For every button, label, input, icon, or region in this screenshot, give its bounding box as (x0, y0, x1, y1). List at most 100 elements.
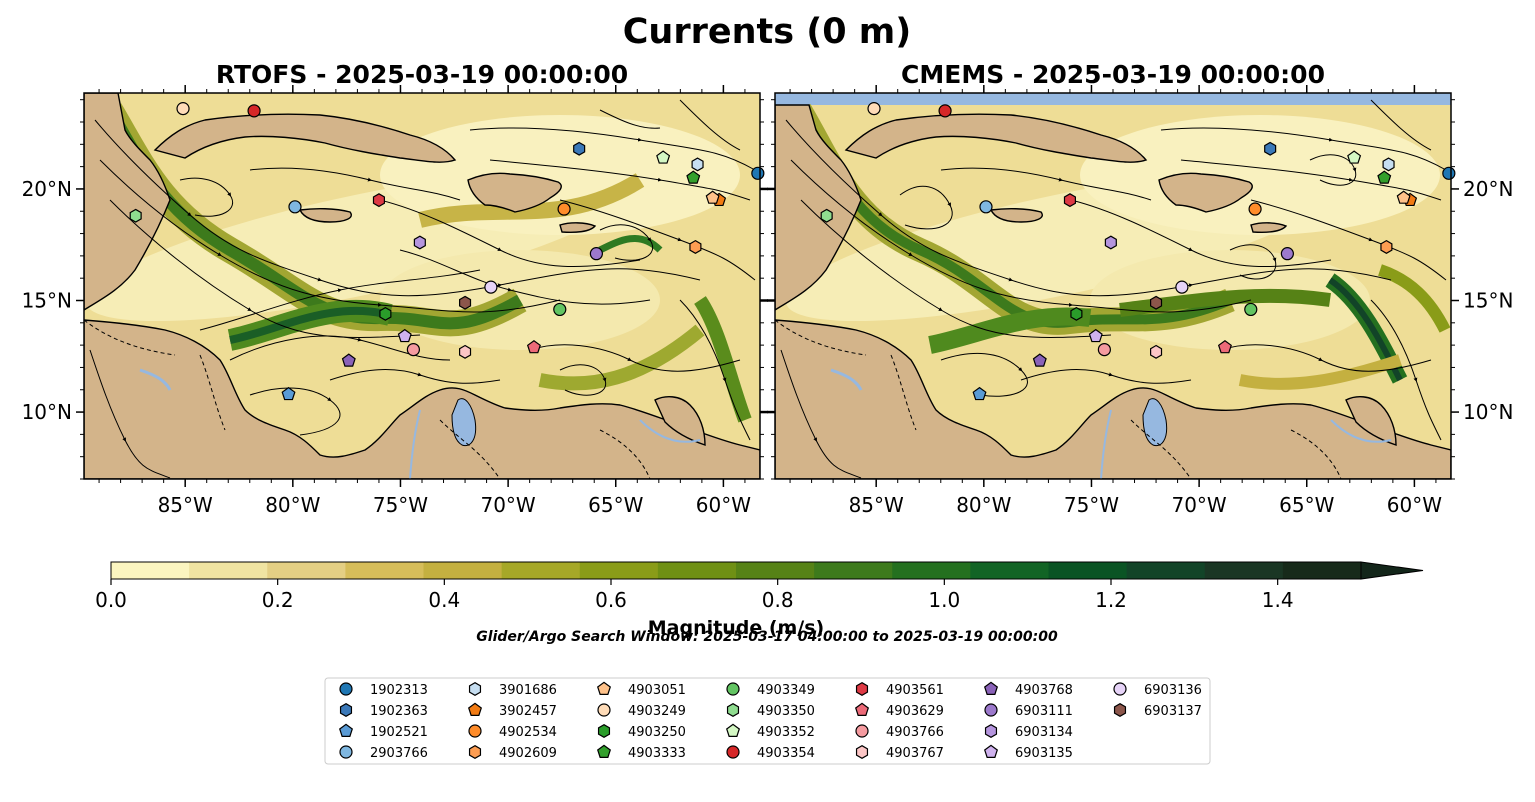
float-6903134 (413, 235, 426, 250)
legend: 1902313 1902363 1902521 2903766 3901686 39024… (324, 677, 1211, 765)
float-markers-cmems (820, 102, 1456, 401)
legend-label: 6903134 (1015, 725, 1073, 740)
legend-item: 4903250 (597, 724, 686, 740)
legend-label: 6903137 (1144, 704, 1202, 719)
legend-label: 1902521 (370, 725, 428, 740)
colorbar-segment (267, 562, 346, 579)
float-6903137 (459, 295, 472, 310)
colorbar-label: Magnitude (m/s) (648, 617, 825, 639)
lakes (830, 368, 1392, 479)
float-4903561 (372, 193, 385, 208)
colorbar-tick-label: 0.0 (95, 588, 127, 612)
colorbar-ticks: 0.0 0.2 0.4 0.6 0.8 1.0 1.2 1.4 (95, 579, 1294, 612)
legend-frame (324, 677, 1211, 765)
float-4903767 (1149, 344, 1163, 359)
legend-marker-4902534 (468, 724, 482, 738)
legend-item: 4903333 (597, 744, 686, 761)
float-2903766 (288, 200, 302, 214)
float-1902363 (1264, 141, 1277, 156)
legend-marker-1902313 (339, 682, 353, 696)
colorbar-tick-label: 0.2 (262, 588, 294, 612)
colorbar-segment (189, 562, 268, 579)
float-6903135 (1088, 328, 1103, 343)
legend-marker-4903350 (726, 703, 740, 717)
legend-item: 4903349 (726, 682, 815, 698)
legend-marker-1902363 (339, 703, 353, 717)
land-masses (775, 104, 1451, 479)
legend-item: 1902521 (339, 723, 428, 740)
legend-label: 4902534 (499, 725, 557, 740)
float-4903349 (553, 302, 567, 317)
colorbar-tick-label: 1.0 (928, 588, 960, 612)
legend-marker-6903136 (1113, 682, 1127, 696)
legend-marker-4903352 (726, 723, 740, 737)
y-tick-label: 10°N (22, 400, 72, 424)
legend-label: 4903349 (757, 683, 815, 698)
float-6903136 (484, 280, 498, 294)
no-data-band (775, 93, 1451, 105)
x-tick-label: 65°W (1279, 493, 1334, 517)
float-4903629 (526, 340, 541, 354)
legend-marker-4903767 (855, 745, 869, 759)
float-6903111 (589, 247, 603, 261)
legend-item: 4903350 (726, 703, 815, 719)
float-1902363 (573, 141, 586, 156)
float-4903250 (379, 306, 392, 321)
colorbar-segment (1126, 562, 1206, 579)
colorbar-segment (970, 562, 1050, 579)
colorbar-tick-label: 1.4 (1262, 588, 1294, 612)
y-axis-rtofs: 10°N 15°N 20°N (22, 99, 768, 480)
streamlines (89, 99, 756, 479)
legend-label: 4903561 (886, 683, 944, 698)
y-tick-label: 20°N (1463, 177, 1513, 201)
colorbar-segment (423, 562, 503, 579)
legend-marker-6903137 (1113, 703, 1127, 717)
legend-label: 3902457 (499, 704, 557, 719)
borders (775, 319, 1342, 479)
legend-marker-4903561 (855, 682, 869, 696)
float-4903766 (1097, 342, 1111, 357)
float-4903768 (341, 353, 356, 367)
colorbar-segment (657, 562, 737, 579)
legend-label: 3901686 (499, 683, 557, 698)
legend-item: 6903111 (984, 703, 1073, 719)
float-markers-rtofs (129, 102, 765, 401)
panel-title-rtofs: RTOFS - 2025-03-19 00:00:00 (216, 60, 628, 89)
float-6903111 (1280, 247, 1294, 261)
float-4903767 (459, 344, 472, 359)
legend-item: 4903629 (855, 702, 944, 719)
legend-item: 3902457 (468, 702, 557, 719)
legend-label: 6903135 (1015, 746, 1073, 761)
legend-item: 4902609 (468, 745, 557, 761)
colorbar-segment (501, 562, 581, 579)
x-tick-label: 85°W (849, 493, 904, 517)
colorbar-tick-label: 0.4 (428, 588, 460, 612)
legend-item: 4903767 (855, 745, 944, 761)
legend-marker-4903249 (597, 703, 611, 717)
float-4903051 (1396, 190, 1411, 204)
map-panel-cmems: 85°W 80°W 75°W 70°W 65°W 60°W 10°N 15°N 20°N (767, 85, 1513, 517)
float-4903333 (686, 170, 701, 184)
lakes (139, 368, 701, 479)
y-tick-label: 15°N (1463, 289, 1513, 313)
legend-item: 4903051 (597, 681, 686, 698)
colorbar-segment (892, 562, 971, 579)
legend-marker-4903349 (726, 682, 740, 696)
colorbar-frame (110, 561, 1362, 580)
legend-marker-4902609 (468, 745, 482, 759)
x-tick-label: 60°W (696, 493, 751, 517)
legend-marker-3901686 (468, 682, 482, 696)
float-3901686 (1382, 157, 1395, 172)
colorbar-segment (736, 562, 815, 579)
legend-item: 4902534 (468, 724, 557, 740)
legend-item: 6903137 (1113, 703, 1202, 719)
figure-title: Currents (0 m) (623, 12, 912, 52)
float-4902534 (1248, 202, 1262, 216)
search-window-text: Glider/Argo Search Window: 2025-03-17 04… (476, 629, 1058, 645)
legend-marker-2903766 (339, 745, 353, 759)
land-masses (84, 93, 760, 479)
float-6903136 (1175, 280, 1189, 294)
legend-label: 1902313 (370, 683, 428, 698)
float-4903350 (129, 208, 142, 223)
